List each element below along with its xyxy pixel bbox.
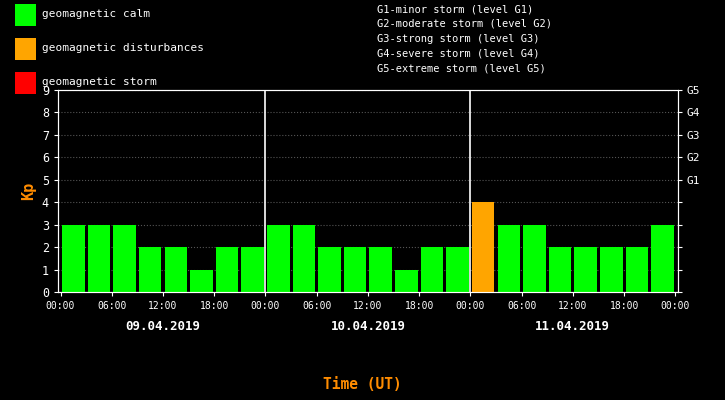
Text: 10.04.2019: 10.04.2019 xyxy=(331,320,405,333)
Text: 11.04.2019: 11.04.2019 xyxy=(535,320,610,333)
Bar xyxy=(344,247,366,292)
Bar xyxy=(549,247,571,292)
Bar xyxy=(626,247,648,292)
Text: Time (UT): Time (UT) xyxy=(323,377,402,392)
Bar xyxy=(139,247,162,292)
Bar xyxy=(62,225,85,292)
Bar xyxy=(267,225,289,292)
Bar xyxy=(651,225,674,292)
Bar xyxy=(447,247,469,292)
Bar xyxy=(165,247,187,292)
Bar xyxy=(523,225,546,292)
Bar xyxy=(370,247,392,292)
Text: geomagnetic calm: geomagnetic calm xyxy=(42,9,150,19)
Bar xyxy=(293,225,315,292)
Y-axis label: Kp: Kp xyxy=(21,182,36,200)
Bar xyxy=(216,247,239,292)
Bar xyxy=(395,270,418,292)
Bar xyxy=(241,247,264,292)
Bar xyxy=(600,247,623,292)
Text: 09.04.2019: 09.04.2019 xyxy=(125,320,201,333)
Bar xyxy=(190,270,212,292)
Text: geomagnetic storm: geomagnetic storm xyxy=(42,77,157,87)
Bar xyxy=(574,247,597,292)
Text: G1-minor storm (level G1)
G2-moderate storm (level G2)
G3-strong storm (level G3: G1-minor storm (level G1) G2-moderate st… xyxy=(377,4,552,73)
Bar xyxy=(88,225,110,292)
Bar xyxy=(420,247,443,292)
Bar xyxy=(497,225,520,292)
Bar xyxy=(113,225,136,292)
Text: geomagnetic disturbances: geomagnetic disturbances xyxy=(42,43,204,53)
Bar xyxy=(472,202,494,292)
Bar xyxy=(318,247,341,292)
